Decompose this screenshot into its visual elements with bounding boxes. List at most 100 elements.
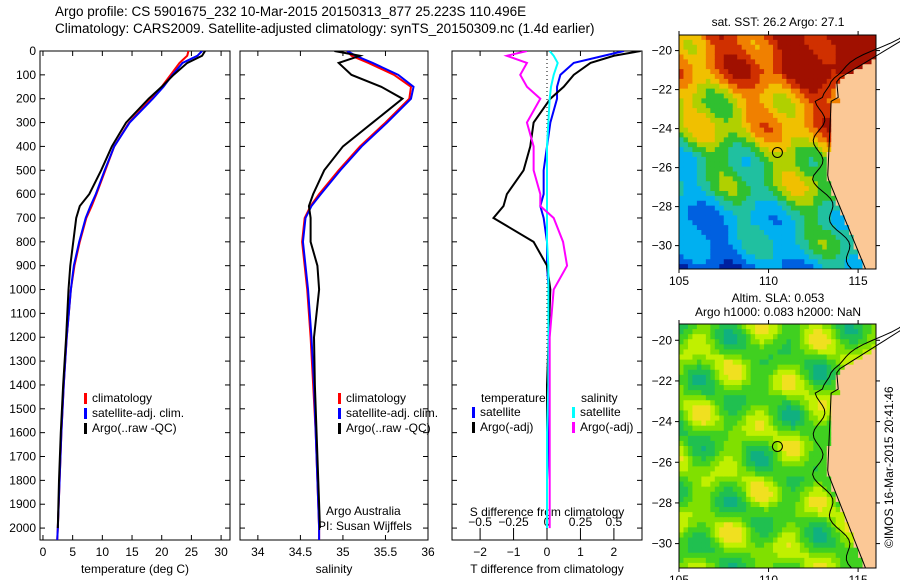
map-cell	[844, 446, 850, 452]
map-cell	[723, 476, 729, 483]
map-cell	[696, 137, 702, 143]
differences-xtick-label: 1	[577, 545, 584, 559]
map-cell	[808, 205, 814, 211]
map-cell	[764, 415, 770, 422]
map-cell	[723, 69, 729, 75]
map-cell	[822, 59, 828, 65]
map-cell	[871, 152, 877, 158]
map-cell	[858, 249, 864, 255]
map-cell	[741, 339, 747, 345]
map-cell	[835, 339, 841, 345]
map-cell	[799, 225, 805, 231]
map-cell	[737, 200, 743, 207]
map-cell	[790, 127, 796, 133]
map-cell	[723, 191, 729, 197]
map-cell	[705, 98, 711, 104]
map-cell	[817, 446, 823, 452]
map-cell	[781, 39, 787, 46]
map-cell	[750, 547, 756, 554]
map-cell	[701, 44, 707, 51]
map-cell	[840, 512, 846, 518]
map-cell	[804, 103, 810, 109]
map-cell	[741, 254, 747, 260]
map-cell	[768, 491, 774, 498]
map-cell	[714, 496, 720, 503]
map-cell	[835, 78, 841, 85]
map-cell	[746, 415, 752, 422]
map-cell	[768, 254, 774, 260]
map-cell	[835, 181, 841, 187]
map-cell	[813, 507, 819, 513]
map-cell	[759, 471, 765, 477]
map-cell	[750, 74, 756, 80]
map-cell	[858, 527, 864, 533]
map-cell	[799, 166, 805, 172]
map-cell	[728, 471, 734, 477]
map-cell	[679, 527, 684, 533]
map-cell	[808, 244, 814, 250]
map-cell	[768, 152, 774, 158]
map-cell	[705, 161, 711, 168]
map-cell	[871, 329, 877, 335]
map-cell	[781, 152, 787, 158]
map-cell	[777, 491, 783, 498]
map-cell	[817, 324, 823, 330]
map-cell	[813, 93, 819, 99]
map-cell	[790, 537, 796, 544]
temperature-series-satellite-adj--clim-	[56, 51, 203, 540]
map-cell	[790, 420, 796, 427]
map-cell	[705, 181, 711, 187]
map-cell	[701, 324, 707, 330]
map-cell	[831, 74, 837, 80]
map-cell	[732, 562, 738, 569]
map-cell	[853, 64, 859, 70]
map-cell	[737, 395, 743, 401]
map-cell	[714, 451, 720, 457]
map-cell	[719, 259, 725, 265]
map-cell	[741, 354, 747, 361]
map-cell	[679, 39, 684, 46]
map-cell	[683, 425, 689, 432]
map-cell	[858, 537, 864, 544]
map-cell	[692, 137, 698, 143]
map-cell	[799, 88, 805, 94]
map-cell	[867, 117, 873, 124]
map-cell	[705, 537, 711, 544]
map-cell	[755, 49, 761, 55]
map-cell	[831, 200, 837, 207]
map-cell	[831, 379, 837, 386]
map-cell	[786, 557, 792, 564]
map-cell	[835, 210, 841, 216]
map-cell	[755, 517, 761, 523]
map-cell	[687, 440, 693, 447]
map-cell	[871, 354, 877, 361]
map-cell	[719, 35, 725, 41]
map-cell	[679, 486, 684, 493]
map-cell	[764, 329, 770, 335]
map-cell	[764, 562, 770, 569]
map-cell	[795, 496, 801, 503]
map-cell	[773, 415, 778, 422]
map-cell	[746, 171, 752, 177]
map-cell	[853, 476, 859, 483]
map-cell	[750, 552, 756, 559]
map-cell	[746, 181, 752, 187]
map-cell	[679, 186, 684, 192]
map-cell	[808, 461, 814, 467]
map-cell	[835, 59, 841, 65]
map-cell	[867, 210, 873, 216]
map-cell	[750, 186, 756, 192]
map-cell	[687, 486, 693, 493]
map-cell	[714, 354, 720, 361]
map-cell	[710, 400, 716, 406]
map-cell	[705, 425, 711, 432]
map-cell	[692, 522, 698, 528]
map-cell	[813, 137, 819, 143]
map-cell	[710, 88, 716, 94]
sst-map-title: sat. SST: 26.2 Argo: 27.1	[712, 15, 845, 29]
map-cell	[795, 254, 801, 260]
map-cell	[808, 324, 814, 330]
map-cell	[687, 191, 693, 197]
map-cell	[683, 486, 689, 493]
map-cell	[790, 456, 796, 462]
